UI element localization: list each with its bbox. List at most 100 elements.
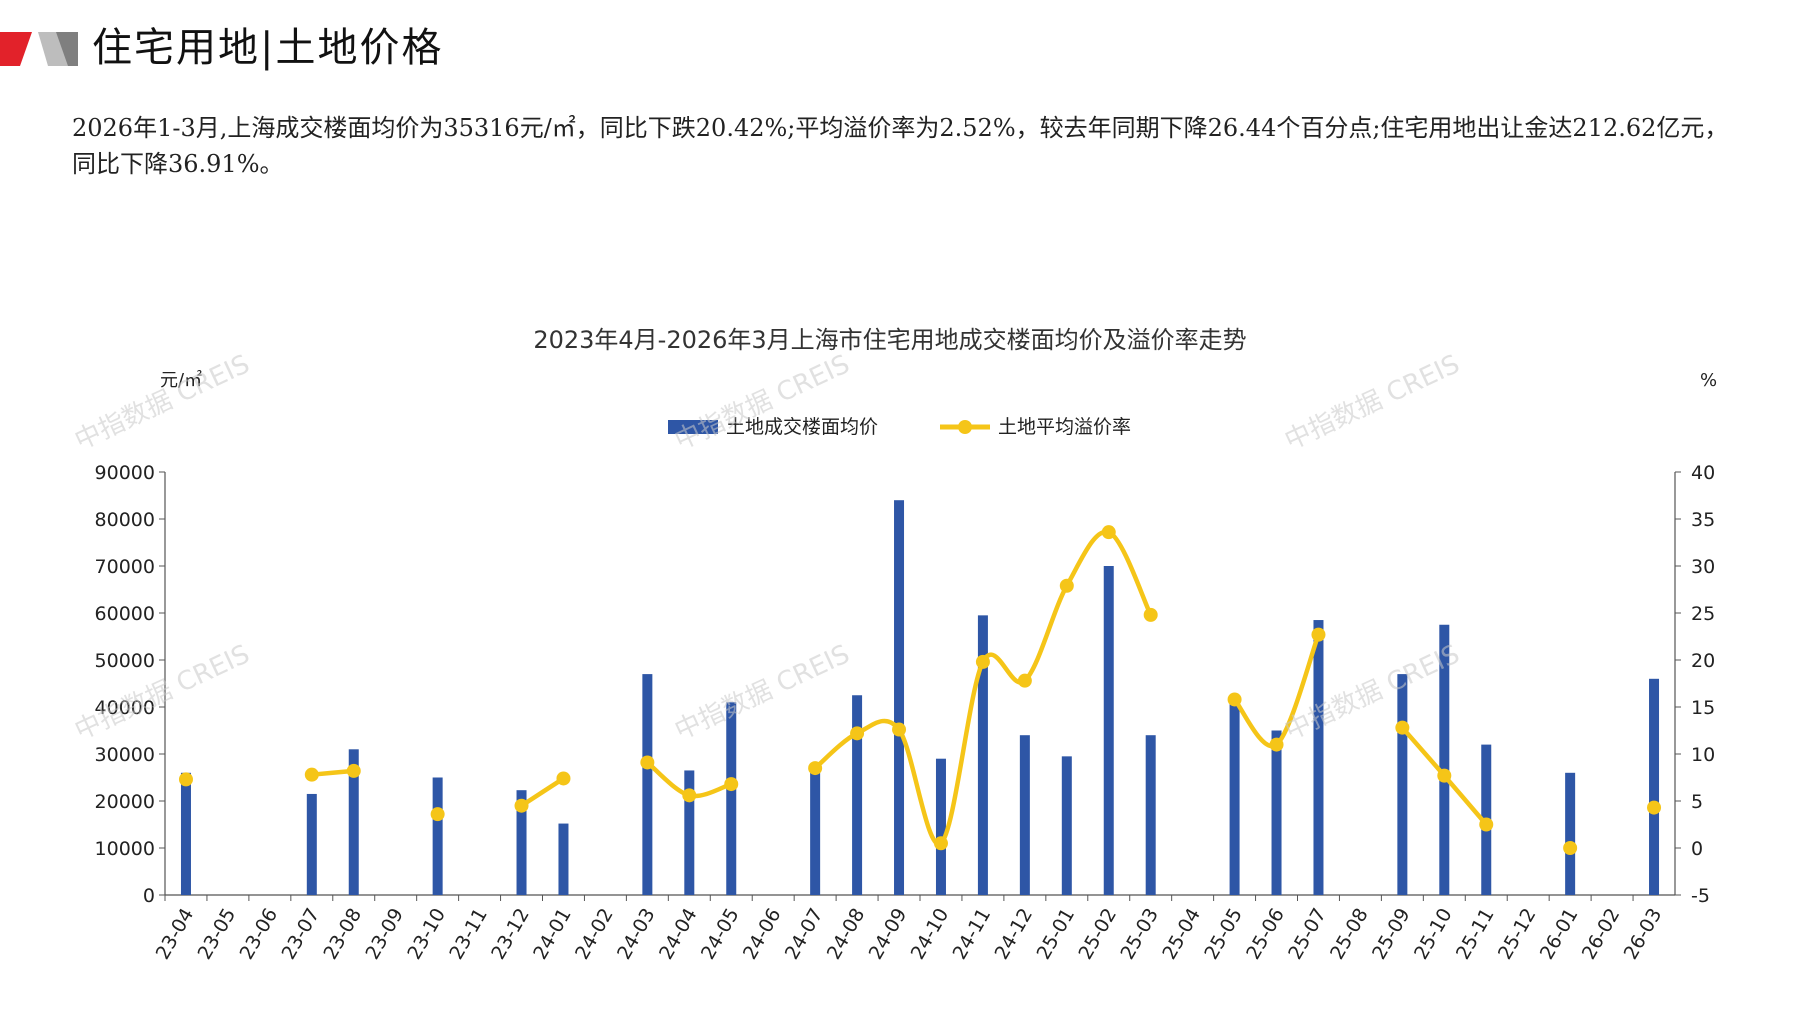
x-axis-ticks: 23-0423-0523-0623-0723-0823-0923-1023-11… <box>152 895 1667 964</box>
rate-point-24-09 <box>892 722 907 737</box>
bar-24-12 <box>1019 735 1030 895</box>
x-tick-label: 24-10 <box>907 905 954 964</box>
axes: 0 10000 20000 30000 40000 50000 60000 70000 8000… <box>95 462 1716 907</box>
y-left-tick-label: 70000 <box>95 556 155 578</box>
bar-25-03 <box>1145 735 1156 895</box>
x-tick-label: 23-05 <box>194 905 241 964</box>
bar-25-06 <box>1271 730 1282 895</box>
rate-point-25-10 <box>1437 768 1452 783</box>
bar-25-02 <box>1103 566 1114 895</box>
y-right-tick-label: 15 <box>1691 697 1715 719</box>
rate-point-23-10 <box>430 807 445 822</box>
legend: 土地成交楼面均价 土地平均溢价率 <box>668 416 1131 438</box>
summary-text: 2026年1-3月,上海成交楼面均价为35316元/㎡，同比下跌20.42%;平… <box>72 114 1729 178</box>
x-tick-label: 25-05 <box>1200 905 1247 964</box>
rate-point-23-04 <box>178 772 193 787</box>
legend-line-label: 土地平均溢价率 <box>998 416 1131 438</box>
y-right-tick-label: 20 <box>1691 650 1715 672</box>
rate-point-26-01 <box>1563 841 1578 855</box>
x-tick-label: 25-02 <box>1074 905 1121 964</box>
bar-24-05 <box>726 702 737 895</box>
x-tick-label: 26-03 <box>1620 905 1667 964</box>
bar-25-01 <box>1061 756 1072 895</box>
bar-26-01 <box>1565 772 1576 895</box>
y-right-tick-label: 40 <box>1691 462 1715 484</box>
x-tick-label: 23-11 <box>445 905 492 964</box>
x-tick-label: 26-01 <box>1536 905 1583 964</box>
x-tick-label: 24-09 <box>865 905 912 964</box>
x-tick-label: 25-12 <box>1494 905 1541 964</box>
x-tick-label: 23-10 <box>403 905 450 964</box>
bar-24-08 <box>852 695 863 895</box>
x-tick-label: 25-03 <box>1116 905 1163 964</box>
x-tick-label: 25-08 <box>1326 905 1373 964</box>
bar-23-10 <box>432 777 443 895</box>
rate-line-segment <box>520 776 565 808</box>
y-left-tick-label: 60000 <box>95 603 155 625</box>
bar-25-09 <box>1397 674 1408 895</box>
x-tick-label: 25-10 <box>1410 905 1457 964</box>
y-left-tick-label: 90000 <box>95 462 155 484</box>
rate-point-23-12 <box>514 798 529 813</box>
legend-bar-swatch <box>668 420 718 434</box>
y-axis-right-unit: % <box>1700 370 1717 391</box>
x-tick-label: 24-02 <box>571 905 618 964</box>
rate-point-24-07 <box>808 761 823 776</box>
rate-point-24-10 <box>933 836 948 851</box>
x-tick-label: 24-06 <box>739 905 786 964</box>
rate-point-23-08 <box>346 763 361 778</box>
y-left-tick-label: 50000 <box>95 650 155 672</box>
x-tick-label: 25-11 <box>1452 905 1499 964</box>
x-tick-label: 23-12 <box>487 905 534 964</box>
x-tick-label: 24-04 <box>655 905 702 964</box>
rate-point-25-09 <box>1395 720 1410 735</box>
watermark-text: 中指数据 CREIS <box>670 349 854 456</box>
rate-point-25-11 <box>1479 817 1494 832</box>
x-tick-label: 24-07 <box>781 905 828 964</box>
chart-title: 2023年4月-2026年3月上海市住宅用地成交楼面均价及溢价率走势 <box>533 326 1246 354</box>
y-right-tick-label: 35 <box>1691 509 1715 531</box>
rate-point-24-12 <box>1017 673 1032 688</box>
x-tick-label: 24-11 <box>949 905 996 964</box>
rate-point-25-03 <box>1143 607 1158 622</box>
x-tick-label: 25-09 <box>1368 905 1415 964</box>
rate-point-23-07 <box>304 767 319 782</box>
x-tick-label: 25-07 <box>1284 905 1331 964</box>
watermark-text: 中指数据 CREIS <box>1280 349 1464 456</box>
watermark-text: 中指数据 CREIS <box>1280 639 1464 746</box>
y-right-tick-label: 0 <box>1691 838 1703 860</box>
bar-series <box>180 500 1660 895</box>
x-tick-label: 25-01 <box>1032 905 1079 964</box>
bar-23-07 <box>306 793 317 895</box>
y-axis-left-unit: 元/㎡ <box>160 369 202 391</box>
y-left-tick-label: 0 <box>143 885 155 907</box>
bar-24-11 <box>977 615 988 895</box>
watermark-group: 中指数据 CREIS 中指数据 CREIS 中指数据 CREIS 中指数据 CREIS… <box>70 69 1464 746</box>
x-tick-label: 26-02 <box>1578 905 1625 964</box>
rate-point-25-01 <box>1059 578 1074 593</box>
y-right-tick-label: 30 <box>1691 556 1715 578</box>
rate-point-24-08 <box>850 726 865 741</box>
bar-26-03 <box>1649 678 1660 895</box>
x-tick-label: 24-03 <box>613 905 660 964</box>
y-left-tick-label: 40000 <box>95 697 155 719</box>
y-left-tick-label: 10000 <box>95 838 155 860</box>
y-left-tick-label: 80000 <box>95 509 155 531</box>
x-tick-label: 23-08 <box>319 905 366 964</box>
header-logo-mark <box>0 32 78 66</box>
rate-point-24-04 <box>682 788 697 803</box>
y-right-tick-label: 10 <box>1691 744 1715 766</box>
rate-point-26-03 <box>1647 800 1662 815</box>
x-tick-label: 24-05 <box>697 905 744 964</box>
y-left-tick-label: 30000 <box>95 744 155 766</box>
x-tick-label: 24-08 <box>823 905 870 964</box>
x-tick-label: 25-06 <box>1242 905 1289 964</box>
bar-25-05 <box>1229 699 1240 895</box>
bar-25-07 <box>1313 620 1324 895</box>
bar-24-03 <box>642 674 653 895</box>
legend-bar-label: 土地成交楼面均价 <box>726 416 878 438</box>
x-tick-label: 23-09 <box>361 905 408 964</box>
x-tick-label: 24-01 <box>529 905 576 964</box>
page-title: 住宅用地|土地价格 <box>92 25 444 71</box>
bar-24-07 <box>810 765 821 895</box>
